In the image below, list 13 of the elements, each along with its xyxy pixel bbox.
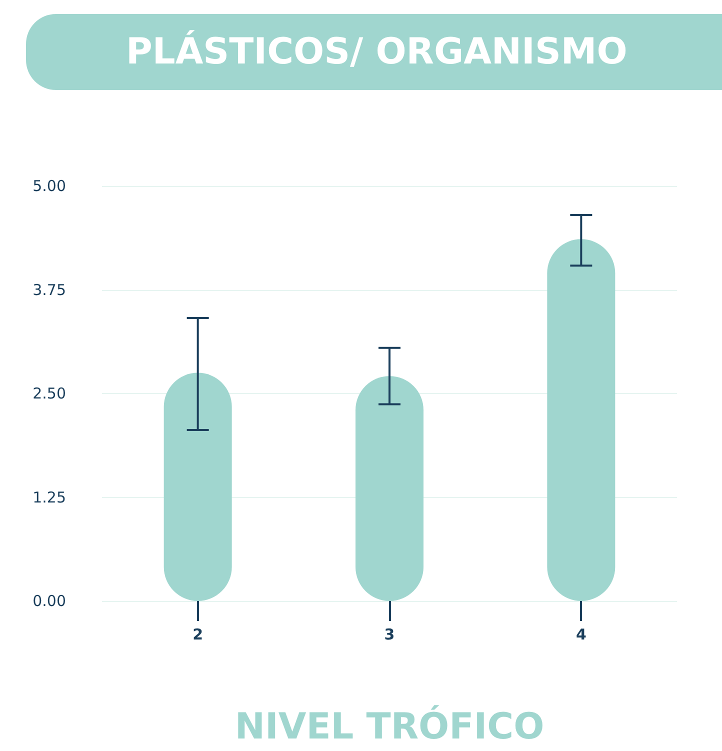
y-tick-label: 0.00 <box>32 592 66 610</box>
chart-title: PLÁSTICOS/ ORGANISMO <box>126 30 628 72</box>
bar <box>547 239 616 601</box>
x-tick-label: 3 <box>384 626 395 644</box>
x-axis-title: NIVEL TRÓFICO <box>234 704 544 748</box>
y-tick-label: 1.25 <box>32 488 66 506</box>
x-tick-label: 4 <box>576 626 586 644</box>
bar <box>164 372 232 601</box>
x-tick-label: 2 <box>192 626 204 644</box>
y-tick-label: 2.50 <box>32 384 66 402</box>
bar <box>356 376 424 601</box>
y-tick-label: 5.00 <box>32 177 66 195</box>
y-tick-label: 3.75 <box>32 280 66 299</box>
